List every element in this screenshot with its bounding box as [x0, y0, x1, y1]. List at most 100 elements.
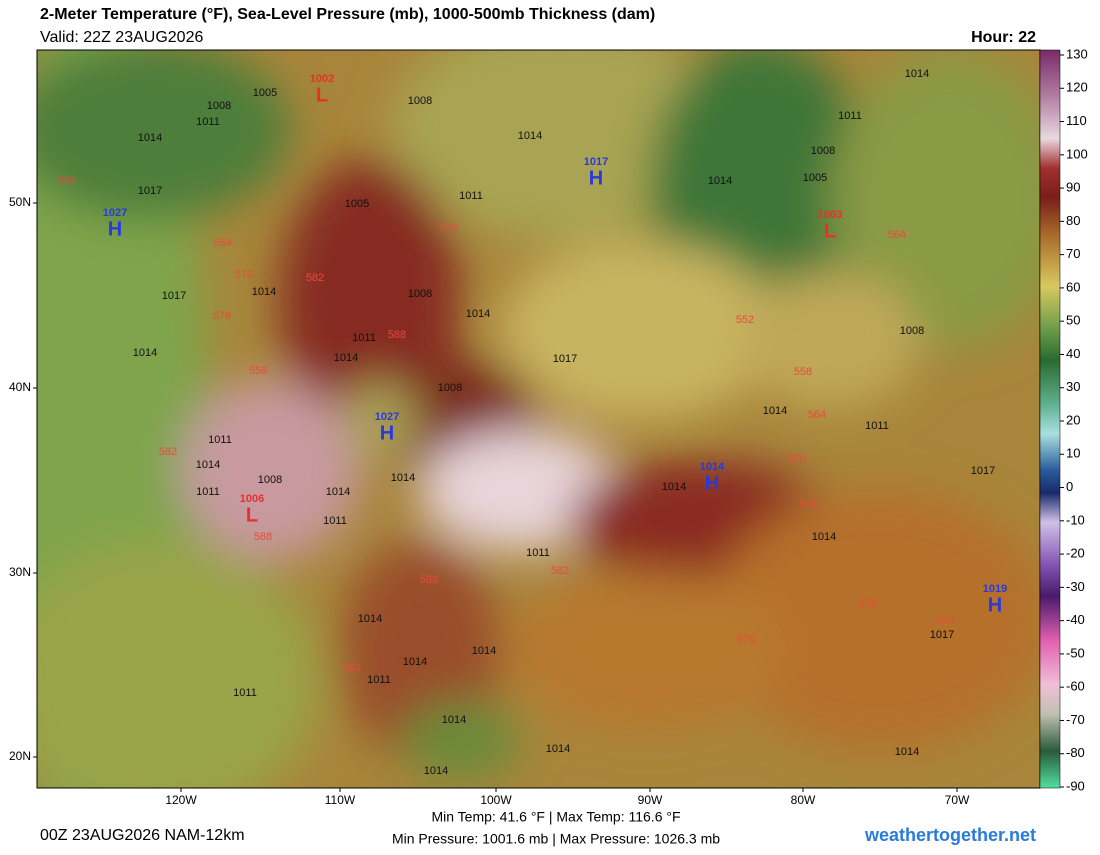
thickness-label: 570: [235, 269, 253, 281]
pressure-center-letter: H: [988, 594, 1002, 616]
thickness-label: 576: [859, 598, 877, 610]
isobar-label: 1008: [408, 288, 432, 300]
isobar-label: 1008: [258, 474, 282, 486]
isobar-label: 1014: [334, 352, 358, 364]
thickness-label: 552: [58, 175, 76, 187]
isobar-label: 1005: [345, 198, 369, 210]
colorbar-tick-label: 60: [1066, 279, 1080, 294]
thickness-label: 564: [888, 229, 906, 241]
pressure-center-value: 1006: [240, 493, 264, 505]
colorbar-tick-label: 20: [1066, 412, 1080, 427]
colorbar-tick-label: 80: [1066, 213, 1080, 228]
lon-label: 110W: [325, 793, 356, 807]
pressure-center-value: 1019: [983, 583, 1007, 595]
lon-label: 120W: [165, 793, 197, 807]
thickness-label: 558: [794, 366, 812, 378]
isobar-label: 1014: [812, 531, 836, 543]
colorbar-tick-label: 90: [1066, 180, 1080, 195]
pressure-center-value: 1027: [375, 411, 399, 423]
isobar-label: 1014: [391, 472, 415, 484]
isobar-label: 1011: [196, 116, 220, 128]
thickness-label: 570: [788, 453, 806, 465]
isobar-label: 1008: [207, 100, 231, 112]
isobar-label: 1014: [895, 746, 919, 758]
isobar-label: 1014: [358, 613, 382, 625]
site-credit: weathertogether.net: [864, 825, 1036, 845]
isobar-label: 1005: [253, 87, 277, 99]
isobar-label: 1014: [466, 308, 490, 320]
isobar-label: 1017: [138, 185, 162, 197]
pressure-center-letter: H: [589, 167, 603, 189]
valid-time: Valid: 22Z 23AUG2026: [40, 29, 203, 46]
lat-label: 30N: [9, 565, 31, 579]
pressure-center-value: 1003: [818, 209, 842, 221]
isobar-label: 1011: [865, 420, 889, 432]
map-title: 2-Meter Temperature (°F), Sea-Level Pres…: [40, 6, 655, 23]
temperature-range: Min Temp: 41.6 °F | Max Temp: 116.6 °F: [431, 809, 680, 825]
colorbar-tick-label: 110: [1066, 113, 1087, 128]
thickness-label: 564: [214, 237, 232, 249]
isobar-label: 1005: [803, 172, 827, 184]
pressure-center-letter: H: [380, 422, 394, 444]
pressure-center-value: 1002: [310, 73, 334, 85]
lon-label: 70W: [945, 793, 970, 807]
colorbar-tick-label: 0: [1066, 479, 1073, 494]
isobar-label: 1014: [196, 459, 220, 471]
thickness-label: 576: [936, 615, 954, 627]
colorbar-tick-label: -50: [1066, 645, 1085, 660]
lat-label: 20N: [9, 749, 31, 763]
isobar-label: 1011: [208, 434, 232, 446]
thickness-label: 588: [388, 329, 406, 341]
isobar-label: 1008: [438, 382, 462, 394]
colorbar: [1039, 49, 1061, 789]
colorbar-tick-label: -90: [1066, 778, 1085, 793]
colorbar-tick-label: 40: [1066, 346, 1080, 361]
isobar-label: 1014: [708, 175, 732, 187]
isobar-label: 1014: [546, 743, 570, 755]
colorbar-tick-label: 10: [1066, 446, 1080, 461]
isobar-label: 1014: [472, 645, 496, 657]
isobar-label: 1014: [138, 132, 162, 144]
isobar-label: 1014: [518, 130, 542, 142]
isobar-label: 1014: [662, 481, 686, 493]
colorbar-tick-label: -70: [1066, 712, 1085, 727]
isobar-label: 1008: [408, 95, 432, 107]
isobar-label: 1011: [838, 110, 862, 122]
isobar-label: 1014: [424, 765, 448, 777]
lat-label: 40N: [9, 380, 31, 394]
isobar-label: 1014: [763, 405, 787, 417]
thickness-label: 576: [440, 222, 458, 234]
model-run: 00Z 23AUG2026 NAM-12km: [40, 827, 245, 844]
lat-label: 50N: [9, 195, 31, 209]
isobar-label: 1014: [326, 486, 350, 498]
isobar-label: 1014: [133, 347, 157, 359]
lon-label: 80W: [791, 793, 816, 807]
isobar-label: 1011: [526, 547, 550, 559]
thickness-label: 552: [736, 314, 754, 326]
thickness-label: 576: [737, 634, 755, 646]
isobar-label: 1017: [553, 353, 577, 365]
colorbar-tick-label: 30: [1066, 379, 1080, 394]
isobar-label: 1011: [459, 190, 483, 202]
colorbar-tick-label: 120: [1066, 80, 1088, 95]
thickness-label: 588: [420, 574, 438, 586]
pressure-center-letter: H: [705, 472, 719, 494]
thickness-label: 582: [343, 662, 361, 674]
thickness-label: 588: [254, 531, 272, 543]
thickness-label: 576: [799, 499, 817, 511]
pressure-center-letter: H: [108, 218, 122, 240]
colorbar-tick-label: -20: [1066, 546, 1085, 561]
colorbar-tick-label: -30: [1066, 579, 1085, 594]
thickness-label: 582: [159, 446, 177, 458]
lon-label: 90W: [638, 793, 663, 807]
isobar-label: 1017: [971, 465, 995, 477]
pressure-center-value: 1027: [103, 207, 127, 219]
isobar-label: 1008: [811, 145, 835, 157]
thickness-label: 558: [249, 365, 267, 377]
pressure-range: Min Pressure: 1001.6 mb | Max Pressure: …: [392, 831, 720, 847]
colorbar-tick-label: -10: [1066, 512, 1085, 527]
colorbar-tick-label: -80: [1066, 745, 1085, 760]
isobar-label: 1014: [905, 68, 929, 80]
colorbar-tick-label: 130: [1066, 46, 1088, 61]
